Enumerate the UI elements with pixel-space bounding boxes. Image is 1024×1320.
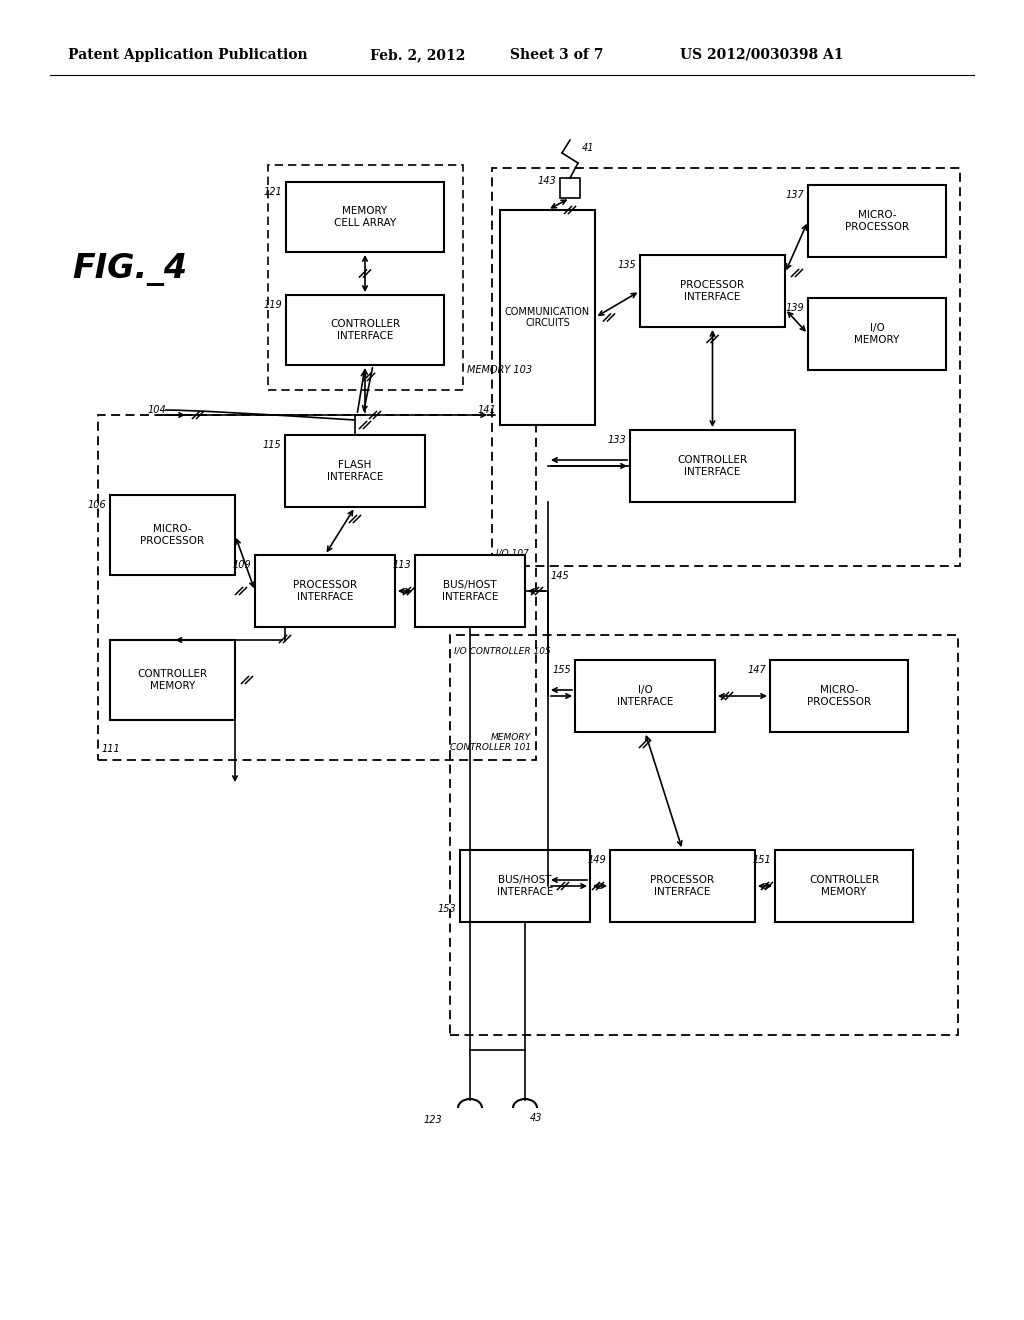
- Bar: [640, 255, 785, 327]
- Text: PROCESSOR
INTERFACE: PROCESSOR INTERFACE: [680, 280, 744, 302]
- Text: MICRO-
PROCESSOR: MICRO- PROCESSOR: [845, 210, 909, 232]
- Text: 111: 111: [102, 744, 121, 754]
- Bar: [575, 660, 715, 733]
- Text: MEMORY 103: MEMORY 103: [467, 366, 532, 375]
- Text: 149: 149: [587, 855, 606, 865]
- Text: 106: 106: [87, 500, 106, 510]
- Text: 121: 121: [263, 187, 282, 197]
- Bar: [450, 635, 958, 1035]
- Text: BUS/HOST
INTERFACE: BUS/HOST INTERFACE: [497, 875, 553, 896]
- Text: Feb. 2, 2012: Feb. 2, 2012: [370, 48, 465, 62]
- Bar: [808, 185, 946, 257]
- Bar: [610, 850, 755, 921]
- Text: MICRO-
PROCESSOR: MICRO- PROCESSOR: [140, 524, 205, 545]
- Bar: [110, 640, 234, 719]
- Bar: [492, 168, 961, 566]
- Text: I/O CONTROLLER 105: I/O CONTROLLER 105: [454, 647, 551, 656]
- Text: 104: 104: [148, 405, 167, 414]
- Bar: [110, 495, 234, 576]
- Text: 147: 147: [748, 665, 766, 675]
- Text: BUS/HOST
INTERFACE: BUS/HOST INTERFACE: [441, 581, 499, 602]
- Text: 139: 139: [785, 304, 804, 313]
- Text: Sheet 3 of 7: Sheet 3 of 7: [510, 48, 603, 62]
- Text: PROCESSOR
INTERFACE: PROCESSOR INTERFACE: [293, 581, 357, 602]
- Text: MICRO-
PROCESSOR: MICRO- PROCESSOR: [807, 685, 871, 706]
- Text: FLASH
INTERFACE: FLASH INTERFACE: [327, 461, 383, 482]
- Text: I/O
MEMORY: I/O MEMORY: [854, 323, 900, 345]
- Text: I/O
INTERFACE: I/O INTERFACE: [616, 685, 673, 706]
- Text: CONTROLLER
MEMORY: CONTROLLER MEMORY: [137, 669, 208, 690]
- Text: 119: 119: [263, 300, 282, 310]
- Text: 155: 155: [552, 665, 571, 675]
- Text: I/O 107: I/O 107: [496, 549, 528, 558]
- Text: 151: 151: [753, 855, 771, 865]
- Bar: [286, 182, 444, 252]
- Bar: [255, 554, 395, 627]
- Text: CONTROLLER
MEMORY: CONTROLLER MEMORY: [809, 875, 879, 896]
- Text: 137: 137: [785, 190, 804, 201]
- Text: MEMORY
CONTROLLER 101: MEMORY CONTROLLER 101: [450, 733, 531, 752]
- Bar: [808, 298, 946, 370]
- Bar: [285, 436, 425, 507]
- Bar: [415, 554, 525, 627]
- Text: 141: 141: [477, 405, 496, 414]
- Text: CONTROLLER
INTERFACE: CONTROLLER INTERFACE: [330, 319, 400, 341]
- Bar: [286, 294, 444, 366]
- Text: Patent Application Publication: Patent Application Publication: [68, 48, 307, 62]
- Text: PROCESSOR
INTERFACE: PROCESSOR INTERFACE: [650, 875, 715, 896]
- Text: 43: 43: [530, 1113, 543, 1123]
- Bar: [268, 165, 463, 389]
- Bar: [770, 660, 908, 733]
- Bar: [460, 850, 590, 921]
- Text: FIG._4: FIG._4: [73, 253, 187, 286]
- Text: COMMUNICATION
CIRCUITS: COMMUNICATION CIRCUITS: [505, 306, 590, 329]
- Bar: [98, 414, 536, 760]
- Text: 135: 135: [617, 260, 636, 271]
- Text: CONTROLLER
INTERFACE: CONTROLLER INTERFACE: [678, 455, 748, 477]
- Text: 109: 109: [232, 560, 251, 570]
- Text: 145: 145: [551, 572, 569, 581]
- Text: 115: 115: [262, 440, 281, 450]
- Bar: [500, 210, 595, 425]
- Text: 133: 133: [607, 436, 626, 445]
- Bar: [560, 178, 580, 198]
- Text: 153: 153: [437, 904, 456, 913]
- Bar: [775, 850, 913, 921]
- Text: US 2012/0030398 A1: US 2012/0030398 A1: [680, 48, 844, 62]
- Text: 41: 41: [582, 143, 595, 153]
- Bar: [630, 430, 795, 502]
- Text: MEMORY
CELL ARRAY: MEMORY CELL ARRAY: [334, 206, 396, 228]
- Text: 123: 123: [423, 1115, 442, 1125]
- Text: 113: 113: [392, 560, 411, 570]
- Text: 143: 143: [538, 176, 556, 186]
